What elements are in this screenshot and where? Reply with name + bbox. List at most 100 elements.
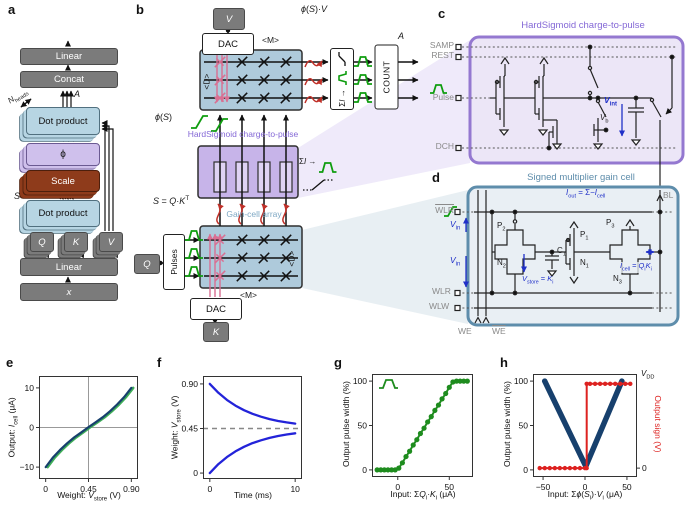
phi-s-label: ϕ(S) <box>155 112 173 122</box>
p2-label: P2 <box>497 221 506 233</box>
p1-label: P1 <box>580 230 589 242</box>
v-in-top-label: Vin <box>450 219 461 232</box>
svg-text:0: 0 <box>207 484 212 494</box>
s-label: S <box>14 191 21 201</box>
we-pin-label: WE <box>458 326 472 336</box>
d-top-label: <D> <box>201 73 212 90</box>
chart-h-xlabel: Input: Σϕ(Si)·Vi (μA) <box>547 489 623 502</box>
svg-text:50: 50 <box>519 421 529 431</box>
panel-d-title: Signed multiplier gain cell <box>527 172 635 183</box>
v-store-label: Vstore = Ki <box>522 274 554 286</box>
panel-f-letter: f <box>157 355 162 370</box>
n1-label: N1 <box>580 258 589 270</box>
hardsigmoid-block <box>197 145 299 199</box>
svg-text:0: 0 <box>642 463 647 473</box>
k-input-box: K <box>203 322 229 342</box>
panel-c-title: HardSigmoid charge-to-pulse <box>521 20 645 31</box>
svg-text:0.90: 0.90 <box>181 379 198 389</box>
k-block: K <box>64 232 88 252</box>
charge-to-pulse-box: ΣI → <box>330 48 354 110</box>
we-bar-pin-label: WE <box>492 326 506 336</box>
a-out-label: A <box>398 31 405 41</box>
sum-i-label: ΣI → <box>299 157 317 166</box>
panel-d-letter: d <box>432 170 440 185</box>
p3-label: P3 <box>606 218 615 230</box>
panel-a-letter: a <box>8 2 16 17</box>
svg-text:10: 10 <box>25 383 35 393</box>
svg-text:0: 0 <box>43 484 48 494</box>
scale-block: Scale <box>26 170 100 192</box>
panel-c-circuit <box>455 35 685 190</box>
zoom-wedges <box>298 40 470 324</box>
chart-e-xlabel: Weight: Vstore (V) <box>57 490 121 503</box>
pulses-box: Pulses <box>163 234 185 290</box>
chart-e-ylabel: Output: Icell (μA) <box>6 397 20 458</box>
chart-g-ylabel: Output pulse width (%) <box>341 381 351 467</box>
wlr-pin-label: WLR <box>432 286 451 296</box>
wlw-pin-label: WLW <box>429 301 450 311</box>
panel-d-circuit <box>454 185 680 327</box>
gain-cell-array-title: Gain-cell array <box>226 209 282 219</box>
i-out-label: Iout = Σ−Icell <box>566 188 606 200</box>
svg-text:0: 0 <box>29 423 34 433</box>
chart-f-weight-decay: 0 10 0 0.45 0.90 <box>181 376 302 494</box>
chart-f-xlabel: Time (ms) <box>234 490 272 500</box>
phi-block: ϕ <box>26 143 100 166</box>
svg-text:0: 0 <box>362 465 367 475</box>
rest-pin-label: REST <box>431 50 454 60</box>
chart-f-ylabel: Weight: Vstore (V) <box>169 395 183 460</box>
c1-label: C1 <box>557 246 566 258</box>
dac-bottom-box: DAC <box>190 298 242 320</box>
dac-top-box: DAC <box>202 33 254 55</box>
phi-s-v-label: ϕ(S)·V <box>301 4 328 14</box>
chart-g-xlabel: Input: ΣQi·Ki (μA) <box>390 489 456 502</box>
svg-text:0.45: 0.45 <box>80 484 97 494</box>
n2-label: N2 <box>497 258 506 270</box>
current-squiggles <box>216 60 323 225</box>
v-input-box: V <box>213 8 245 30</box>
svg-text:−50: −50 <box>536 482 551 492</box>
chart-g-pulse-icon <box>378 377 399 395</box>
bl-label: BL <box>663 190 674 200</box>
pulse-pin-label: Pulse <box>432 92 454 102</box>
panel-b-letter: b <box>136 2 144 17</box>
dch-pin-label: DCH <box>435 141 454 151</box>
svg-text:0.45: 0.45 <box>181 423 198 433</box>
n3-label: N3 <box>613 274 622 286</box>
count-box: COUNT <box>374 44 399 110</box>
v-int-label: Vint <box>604 95 617 108</box>
linear-bottom-block: Linear <box>20 258 118 276</box>
svg-text:−10: −10 <box>20 462 35 472</box>
m-bottom-label: <M> <box>240 290 258 300</box>
chart-g-pulse-width: 0 50 0 50 100 <box>353 374 473 492</box>
q-block: Q <box>30 232 54 252</box>
svg-text:50: 50 <box>622 482 632 492</box>
sum-i-box-label: ΣI → <box>337 89 347 107</box>
s-equation-label: S = Q·KT <box>153 195 190 206</box>
svg-text:0.90: 0.90 <box>123 484 140 494</box>
svg-text:50: 50 <box>358 421 368 431</box>
svg-text:0: 0 <box>583 482 588 492</box>
m-top-label: <M> <box>262 35 280 45</box>
wlr-bar-pin-label: WLR <box>435 205 454 215</box>
concat-block: Concat <box>20 71 118 88</box>
chart-h-ylabel: Output pulse width (%) <box>502 381 512 467</box>
x-block: x <box>20 283 118 301</box>
svg-text:0: 0 <box>193 468 198 478</box>
linear-top-block: Linear <box>20 48 118 65</box>
panel-h-letter: h <box>500 355 508 370</box>
dot-product-bottom-block: Dot product <box>26 200 100 227</box>
panel-c-letter: c <box>438 6 446 21</box>
d-bottom-label: <D> <box>286 250 297 267</box>
chart-h-pulse-width-sign: −50 0 50 0 50 100 0 <box>514 374 647 492</box>
pulse-glyphs <box>185 56 457 277</box>
panel-e-letter: e <box>6 355 14 370</box>
hardsigmoid-slope-icon <box>303 179 333 191</box>
hardsigmoid-title: HardSigmoid charge-to-pulse <box>187 129 299 139</box>
chart-e-gain-cell-iv: 0 0.45 0.90 −10 0 10 <box>20 376 140 494</box>
a-output-label: A <box>74 89 81 99</box>
v-b-label: Vb <box>600 113 609 125</box>
dac-input-lines <box>207 53 230 297</box>
